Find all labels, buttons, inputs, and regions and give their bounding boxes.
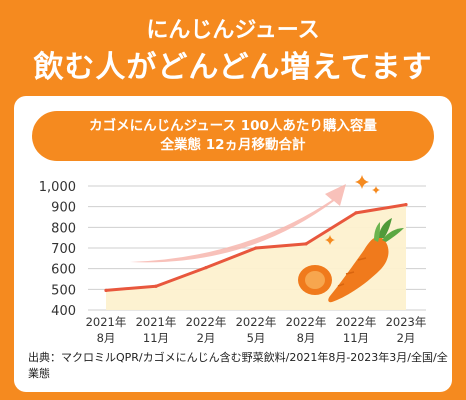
x-tick-month: 8月 — [297, 331, 316, 345]
data-point — [304, 242, 308, 246]
y-tick-label: 1,000 — [39, 180, 76, 195]
series-line-segment — [104, 284, 158, 292]
x-tick-year: 2023年 — [386, 315, 427, 329]
x-tick-month: 11月 — [343, 331, 369, 345]
x-tick-year: 2022年 — [186, 315, 227, 329]
decorations — [298, 175, 404, 303]
chart-plot: 400 500 600 700 800 900 1,000 2021年 8月 2021年 11月 20… — [39, 175, 427, 345]
carrot-slice-inner — [305, 271, 325, 289]
chart-title-line2: 全業態 12ヵ月移動合計 — [160, 137, 306, 153]
headline: 飲む人がどんどん増えてます — [33, 50, 433, 85]
x-tick-month: 2月 — [397, 331, 416, 345]
trend-arrow — [130, 184, 346, 263]
y-tick-label: 400 — [51, 304, 76, 319]
x-tick-year: 2022年 — [286, 315, 327, 329]
y-tick-label: 600 — [51, 263, 76, 278]
x-tick-month: 8月 — [97, 331, 116, 345]
sparkle-icon — [325, 235, 335, 245]
y-tick-label: 800 — [51, 221, 76, 236]
x-tick-year: 2022年 — [336, 315, 377, 329]
carrot-leaf — [378, 218, 392, 238]
x-tick-year: 2022年 — [236, 315, 277, 329]
carrot-slice-icon — [298, 265, 332, 295]
chart-title-line1: カゴメにんじんジュース 100人あたり購入容量 — [89, 118, 377, 134]
data-point — [254, 246, 258, 250]
sparkle-icon — [355, 175, 369, 189]
data-point — [104, 288, 108, 292]
source-note: 出典：マクロミルQPR/カゴメにんじん含む野菜飲料/2021年8月-2023年3… — [28, 351, 448, 380]
series-line-segment — [354, 203, 408, 215]
carrot-leaf — [382, 228, 404, 242]
series-line-segment — [254, 242, 308, 250]
carrot-icon — [328, 218, 404, 303]
series-line-segment — [304, 211, 358, 246]
y-tick-label: 500 — [51, 283, 76, 298]
data-point — [154, 284, 158, 288]
series-line-segment — [204, 246, 258, 270]
x-tick-year: 2021年 — [136, 315, 177, 329]
y-tick-label: 700 — [51, 242, 76, 257]
data-point — [404, 203, 408, 207]
series-line-segment — [154, 266, 208, 288]
y-tick-label: 900 — [51, 201, 76, 216]
carrot-body — [328, 236, 389, 303]
x-tick-month: 5月 — [247, 331, 266, 345]
trend-arrow-body — [130, 184, 346, 263]
x-tick-month: 11月 — [143, 331, 169, 345]
subtitle: にんじんジュース — [146, 18, 320, 43]
data-point — [354, 211, 358, 215]
sparkle-icon — [372, 186, 380, 194]
axes: 400 500 600 700 800 900 1,000 2021年 8月 2021年 11月 20… — [39, 180, 427, 345]
x-tick-year: 2021年 — [86, 315, 127, 329]
carrot-ridges — [337, 257, 367, 287]
chart-title-pill: カゴメにんじんジュース 100人あたり購入容量 全業態 12ヵ月移動合計 — [32, 111, 434, 161]
data-point — [204, 266, 208, 270]
x-tick-month: 2月 — [197, 331, 216, 345]
carrot-leaf — [374, 222, 380, 242]
